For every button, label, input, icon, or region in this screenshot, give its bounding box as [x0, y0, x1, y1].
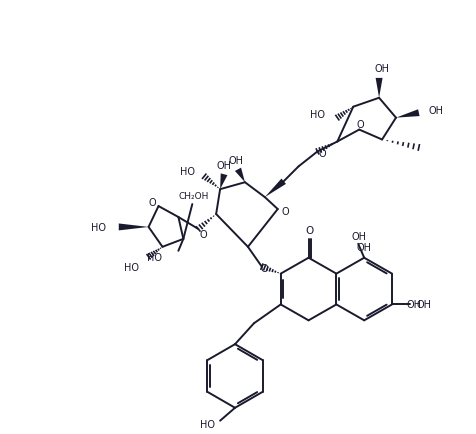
- Polygon shape: [376, 79, 383, 99]
- Text: OH: OH: [416, 300, 431, 310]
- Text: HO: HO: [148, 252, 162, 262]
- Polygon shape: [265, 179, 286, 197]
- Polygon shape: [119, 224, 149, 231]
- Text: O: O: [306, 225, 314, 235]
- Text: HO: HO: [200, 419, 215, 429]
- Polygon shape: [235, 168, 245, 183]
- Text: O: O: [260, 263, 268, 273]
- Text: OH: OH: [428, 105, 443, 115]
- Text: OH: OH: [357, 242, 372, 252]
- Text: OH: OH: [407, 300, 421, 310]
- Text: HO: HO: [180, 167, 195, 177]
- Text: O: O: [357, 119, 364, 129]
- Polygon shape: [396, 110, 419, 118]
- Text: OH: OH: [217, 161, 232, 171]
- Text: OH: OH: [228, 156, 244, 166]
- Text: HO: HO: [124, 262, 139, 272]
- Text: HO: HO: [310, 109, 326, 119]
- Text: OH: OH: [352, 231, 367, 241]
- Text: O: O: [149, 197, 156, 207]
- Text: CH₂OH: CH₂OH: [178, 191, 208, 200]
- Text: O: O: [199, 229, 207, 239]
- Text: O: O: [318, 149, 326, 159]
- Text: OH: OH: [375, 64, 389, 74]
- Text: HO: HO: [91, 222, 106, 232]
- Text: O: O: [282, 207, 289, 217]
- Polygon shape: [220, 174, 228, 190]
